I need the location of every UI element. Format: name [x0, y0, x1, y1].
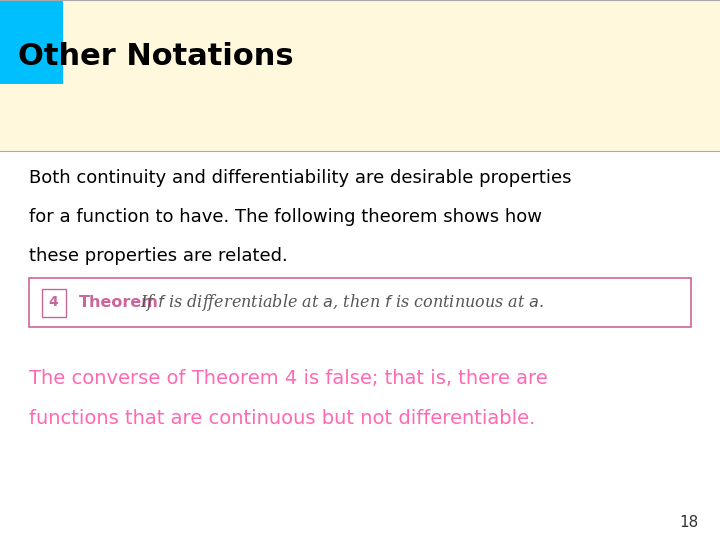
Text: for a function to have. The following theorem shows how: for a function to have. The following th… — [29, 208, 541, 226]
Text: functions that are continuous but not differentiable.: functions that are continuous but not di… — [29, 409, 535, 428]
Text: The converse of Theorem 4 is false; that is, there are: The converse of Theorem 4 is false; that… — [29, 368, 547, 388]
Text: Theorem: Theorem — [78, 295, 158, 310]
Text: If $f$ is differentiable at $a$, then $f$ is continuous at $a$.: If $f$ is differentiable at $a$, then $f… — [140, 292, 544, 313]
FancyBboxPatch shape — [29, 278, 691, 327]
Bar — [0, 0, 63, 84]
FancyBboxPatch shape — [42, 289, 66, 317]
Text: Both continuity and differentiability are desirable properties: Both continuity and differentiability ar… — [29, 169, 571, 187]
Text: 18: 18 — [679, 515, 698, 530]
Text: 4: 4 — [49, 295, 58, 309]
Text: Other Notations: Other Notations — [18, 42, 294, 71]
Text: these properties are related.: these properties are related. — [29, 247, 287, 265]
Bar — [0, 0, 720, 151]
